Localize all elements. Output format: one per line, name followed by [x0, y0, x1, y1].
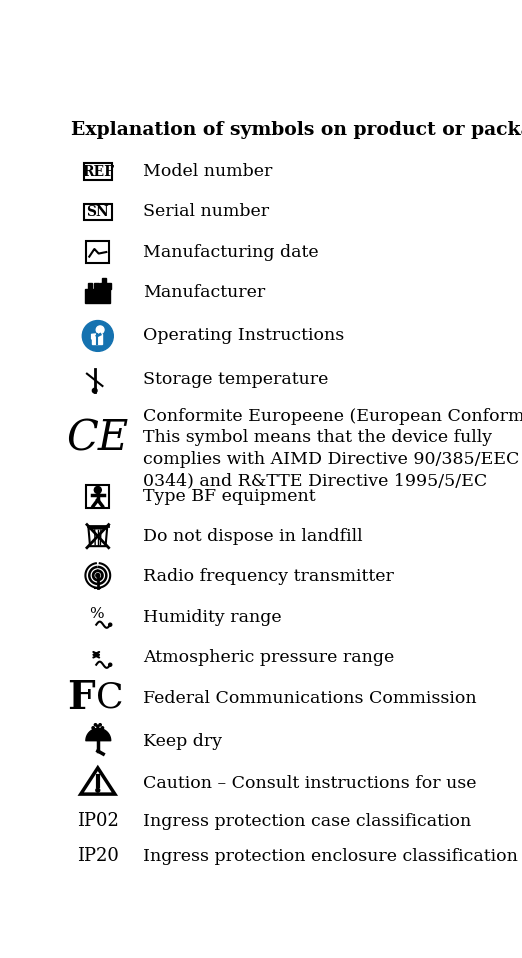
Text: F: F	[67, 679, 94, 717]
Circle shape	[96, 788, 100, 792]
Polygon shape	[91, 333, 100, 339]
Circle shape	[109, 663, 112, 666]
Text: IP02: IP02	[77, 812, 118, 830]
Circle shape	[92, 388, 97, 393]
Text: Caution – Consult instructions for use: Caution – Consult instructions for use	[143, 775, 476, 792]
Bar	[86, 486, 110, 509]
Bar	[86, 289, 110, 303]
Text: Keep dry: Keep dry	[143, 733, 222, 750]
Bar	[94, 283, 99, 289]
Text: Ingress protection enclosure classification: Ingress protection enclosure classificat…	[143, 848, 518, 865]
Circle shape	[99, 723, 101, 726]
Text: Operating Instructions: Operating Instructions	[143, 328, 344, 345]
Circle shape	[94, 487, 101, 493]
Text: Radio frequency transmitter: Radio frequency transmitter	[143, 568, 394, 585]
Polygon shape	[91, 334, 102, 344]
Text: IP20: IP20	[77, 848, 118, 865]
Text: Manufacturing date: Manufacturing date	[143, 243, 318, 261]
Text: Serial number: Serial number	[143, 203, 269, 220]
Bar	[86, 241, 110, 262]
Circle shape	[109, 623, 112, 627]
Text: Storage temperature: Storage temperature	[143, 372, 328, 388]
Circle shape	[94, 653, 98, 656]
Bar	[106, 283, 111, 289]
Bar	[84, 203, 112, 220]
Text: Conformite Europeene (European Conformity).
This symbol means that the device fu: Conformite Europeene (European Conformit…	[143, 407, 522, 490]
Text: Type BF equipment: Type BF equipment	[143, 489, 315, 506]
Text: Atmospheric pressure range: Atmospheric pressure range	[143, 649, 394, 666]
Text: Humidity range: Humidity range	[143, 608, 281, 626]
Text: Manufacturer: Manufacturer	[143, 284, 265, 301]
Bar	[102, 278, 106, 289]
Circle shape	[94, 723, 97, 726]
Circle shape	[92, 727, 94, 729]
Text: C: C	[96, 681, 124, 715]
Text: Federal Communications Commission: Federal Communications Commission	[143, 690, 477, 707]
Text: %: %	[89, 607, 103, 621]
Circle shape	[82, 321, 113, 352]
Text: Do not dispose in landfill: Do not dispose in landfill	[143, 529, 362, 545]
Text: CE: CE	[67, 418, 129, 459]
Text: Ingress protection case classification: Ingress protection case classification	[143, 812, 471, 830]
Circle shape	[97, 725, 99, 727]
Circle shape	[96, 574, 100, 578]
Bar	[84, 164, 112, 180]
Text: SN: SN	[87, 205, 109, 219]
Text: REF: REF	[82, 165, 114, 179]
Circle shape	[96, 326, 104, 333]
Text: Explanation of symbols on product or package labeling: Explanation of symbols on product or pac…	[72, 121, 522, 139]
Circle shape	[101, 727, 103, 729]
Text: Model number: Model number	[143, 164, 272, 180]
Bar	[100, 283, 105, 289]
Bar	[88, 283, 92, 289]
